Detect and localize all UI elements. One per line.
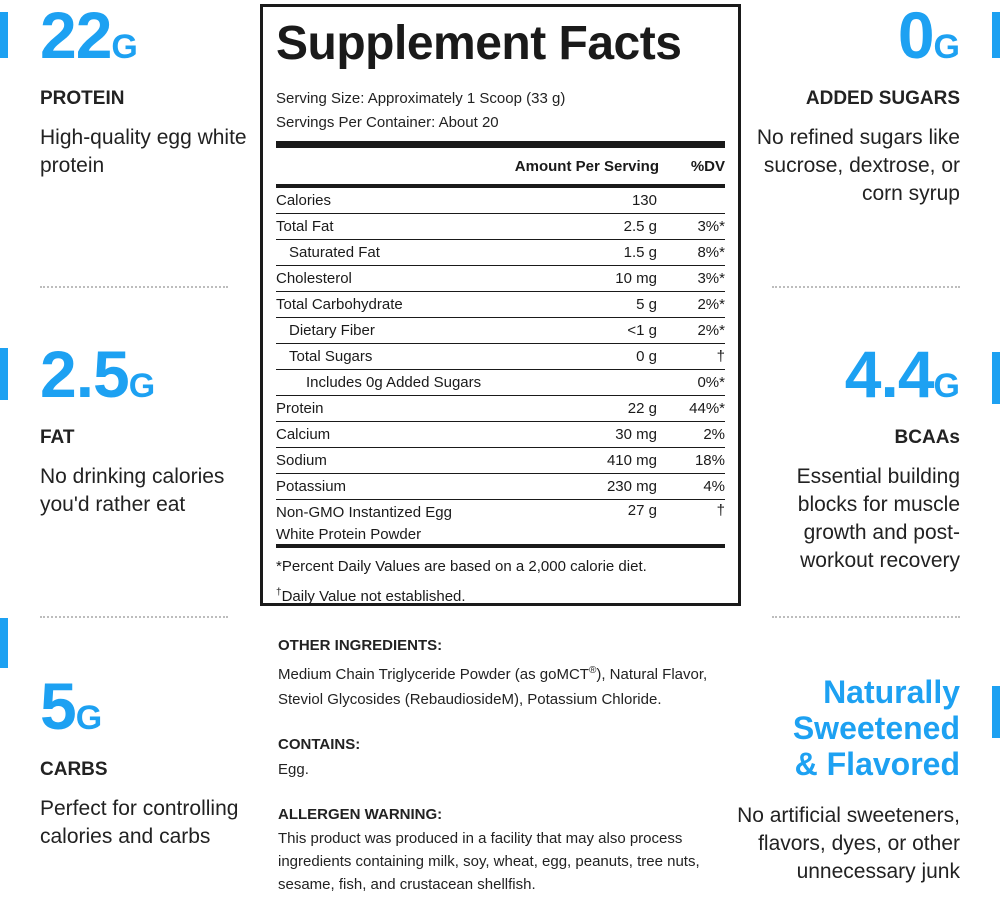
thick-rule — [276, 141, 725, 148]
naturally-sweetened-headline: Naturally Sweetened & Flavored — [792, 674, 960, 782]
accent-bar-right-1 — [992, 12, 1000, 58]
stat-sugars-value: 0G — [897, 0, 960, 72]
stat-fat-value: 2.5G — [40, 337, 156, 411]
facts-row: Dietary Fiber <1 g 2%* — [276, 318, 725, 344]
stat-sugars-label: ADDED SUGARS — [805, 88, 960, 109]
allergen-warning-heading: ALLERGEN WARNING: — [278, 806, 443, 823]
facts-row: Potassium 230 mg 4% — [276, 474, 725, 500]
accent-bar-left-3 — [0, 618, 8, 668]
amount-per-serving-header: Amount Per Serving — [514, 157, 659, 175]
facts-header: Amount Per Serving %DV — [276, 148, 725, 184]
supplement-facts-panel: Supplement Facts Serving Size: Approxima… — [260, 4, 741, 606]
facts-row: Saturated Fat 1.5 g 8%* — [276, 240, 725, 266]
stat-bcaa-value: 4.4G — [844, 337, 960, 411]
divider — [40, 286, 228, 288]
facts-row: Total Carbohydrate 5 g 2%* — [276, 292, 725, 318]
accent-bar-right-3 — [992, 686, 1000, 738]
stat-protein-desc: High-quality egg white protein — [40, 126, 247, 177]
dv-header: %DV — [690, 157, 725, 175]
divider — [772, 286, 960, 288]
stat-fat-label: FAT — [40, 427, 75, 448]
naturally-sweetened-desc: No artificial sweeteners, flavors, dyes,… — [737, 804, 960, 883]
facts-row: Protein 22 g 44%* — [276, 396, 725, 422]
serving-size: Serving Size: Approximately 1 Scoop (33 … — [276, 90, 566, 107]
stat-protein-label: PROTEIN — [40, 88, 125, 109]
stat-protein: 22G PROTEIN High-quality egg white prote… — [40, 2, 250, 180]
facts-rows: Calories 130 Total Fat 2.5 g 3%* Saturated … — [276, 188, 725, 544]
facts-row: Cholesterol 10 mg 3%* — [276, 266, 725, 292]
stat-carbs-value: 5G — [40, 669, 103, 743]
contains-heading: CONTAINS: — [278, 736, 361, 753]
accent-bar-right-2 — [992, 352, 1000, 404]
stat-fat: 2.5G FAT No drinking calories you'd rath… — [40, 341, 250, 519]
other-ingredients-text: Medium Chain Triglyceride Powder (as goM… — [278, 665, 708, 708]
stat-bcaa-desc: Essential building blocks for muscle gro… — [796, 465, 960, 572]
mid-rule — [276, 184, 725, 188]
facts-row: Total Fat 2.5 g 3%* — [276, 214, 725, 240]
facts-footnotes: *Percent Daily Values are based on a 2,0… — [276, 554, 725, 610]
stat-carbs-desc: Perfect for controlling calories and car… — [40, 797, 239, 848]
stat-carbs: 5G CARBS Perfect for controlling calorie… — [40, 673, 250, 851]
footnote-percent-dv: *Percent Daily Values are based on a 2,0… — [276, 558, 647, 575]
stat-added-sugars: 0G ADDED SUGARS No refined sugars like s… — [740, 2, 960, 208]
facts-row: Non-GMO Instantized Egg White Protein Po… — [276, 502, 725, 543]
ingredients-section: OTHER INGREDIENTS: Medium Chain Triglyce… — [278, 633, 728, 896]
facts-row: Includes 0g Added Sugars 0%* — [276, 370, 725, 396]
other-ingredients-heading: OTHER INGREDIENTS: — [278, 637, 443, 654]
supplement-facts-title: Supplement Facts — [276, 17, 682, 70]
stat-fat-desc: No drinking calories you'd rather eat — [40, 465, 225, 516]
facts-row: Total Sugars 0 g † — [276, 344, 725, 370]
accent-bar-left-2 — [0, 348, 8, 400]
facts-row: Calcium 30 mg 2% — [276, 422, 725, 448]
stat-protein-value: 22G — [40, 0, 138, 72]
naturally-sweetened-block: Naturally Sweetened & Flavored No artifi… — [720, 674, 960, 886]
stat-sugars-desc: No refined sugars like sucrose, dextrose… — [756, 126, 960, 205]
stat-carbs-label: CARBS — [40, 759, 108, 780]
divider — [40, 616, 228, 618]
accent-bar-left-1 — [0, 12, 8, 58]
stat-bcaa: 4.4G BCAAs Essential building blocks for… — [740, 341, 960, 575]
facts-row: Sodium 410 mg 18% — [276, 448, 725, 474]
mid-rule — [276, 544, 725, 548]
contains-text: Egg. — [278, 761, 309, 778]
divider — [772, 616, 960, 618]
footnote-dv-not-established: †Daily Value not established. — [276, 587, 466, 605]
servings-per-container: Servings Per Container: About 20 — [276, 114, 499, 131]
facts-row: Calories 130 — [276, 188, 725, 214]
allergen-warning-text: This product was produced in a facility … — [278, 830, 700, 893]
stat-bcaa-label: BCAAs — [894, 427, 960, 448]
